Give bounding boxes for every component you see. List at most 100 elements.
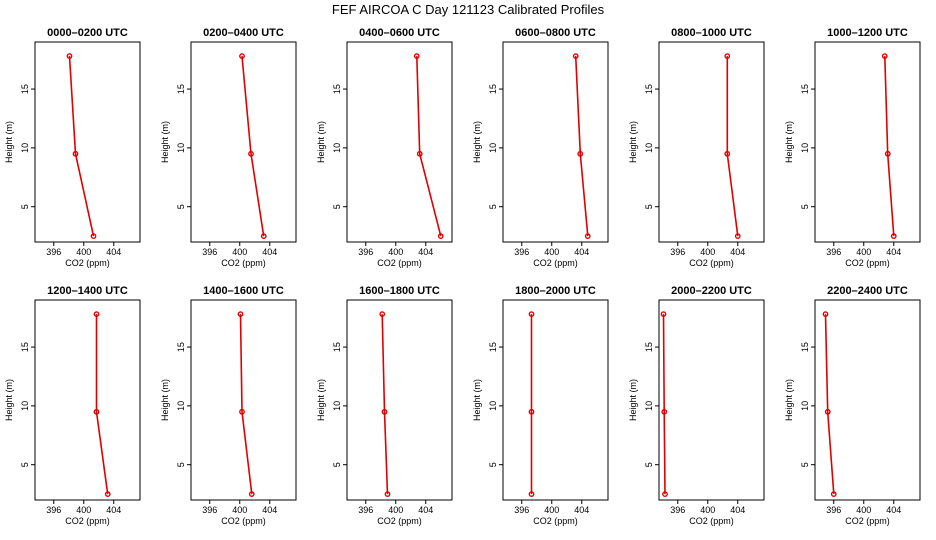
x-tick-label: 404 — [886, 505, 901, 515]
x-tick-label: 404 — [106, 247, 121, 257]
y-tick-label: 15 — [644, 84, 654, 94]
x-tick-label: 400 — [388, 247, 403, 257]
y-tick-label: 10 — [488, 143, 498, 153]
data-point — [881, 53, 888, 60]
x-tick-label: 396 — [514, 247, 529, 257]
x-tick-label: 396 — [514, 505, 529, 515]
panel-title: 0200–0400 UTC — [203, 27, 284, 39]
x-tick-label: 404 — [574, 505, 589, 515]
data-point — [90, 233, 97, 240]
y-axis-label: Height (m) — [472, 379, 482, 421]
panel: 1400–1600 UTC 396 400 404 5 10 15 CO2 (ppm) Heig… — [160, 285, 297, 526]
profile-line — [726, 56, 739, 237]
y-tick-label: 10 — [488, 401, 498, 411]
panel: 1000–1200 UTC 396 400 404 5 10 15 CO2 (ppm) Heig… — [784, 27, 921, 268]
x-axis-label: CO2 (ppm) — [377, 258, 422, 268]
data-point — [572, 53, 579, 60]
x-tick-label: 400 — [544, 247, 559, 257]
x-tick-label: 396 — [358, 247, 373, 257]
data-point — [416, 150, 423, 157]
data-point — [66, 53, 73, 60]
data-point — [824, 408, 831, 415]
panel: 2200–2400 UTC 396 400 404 5 10 15 CO2 (ppm) Heig… — [784, 285, 921, 526]
y-axis-label: Height (m) — [160, 379, 170, 421]
panel-title: 0600–0800 UTC — [515, 27, 596, 39]
x-tick-label: 400 — [856, 505, 871, 515]
data-point — [379, 311, 386, 318]
y-axis-label: Height (m) — [784, 379, 794, 421]
data-point — [724, 53, 731, 60]
x-tick-label: 396 — [826, 505, 841, 515]
x-tick-label: 396 — [46, 247, 61, 257]
y-tick-label: 10 — [800, 143, 810, 153]
y-axis-label: Height (m) — [628, 379, 638, 421]
panel: 0400–0600 UTC 396 400 404 5 10 15 CO2 (ppm) Heig… — [316, 27, 453, 268]
y-tick-label: 15 — [176, 342, 186, 352]
x-axis-label: CO2 (ppm) — [65, 258, 110, 268]
panel-title: 1400–1600 UTC — [203, 285, 284, 297]
x-tick-label: 404 — [418, 247, 433, 257]
x-axis-label: CO2 (ppm) — [533, 516, 578, 526]
y-tick-label: 5 — [332, 204, 342, 209]
x-tick-label: 396 — [826, 247, 841, 257]
plot-frame — [34, 299, 141, 501]
data-point — [72, 150, 79, 157]
y-tick-label: 15 — [332, 84, 342, 94]
data-point — [661, 408, 668, 415]
x-axis-label: CO2 (ppm) — [689, 258, 734, 268]
y-tick-label: 10 — [20, 401, 30, 411]
plot-frame — [190, 41, 297, 243]
x-tick-label: 396 — [358, 505, 373, 515]
x-tick-label: 404 — [886, 247, 901, 257]
profile-line — [68, 56, 95, 237]
x-axis-label: CO2 (ppm) — [65, 516, 110, 526]
x-tick-label: 400 — [76, 505, 91, 515]
data-point — [239, 408, 245, 415]
profile-line — [381, 314, 389, 495]
x-axis-label: CO2 (ppm) — [845, 258, 890, 268]
profile-line — [884, 56, 895, 237]
panel-title: 1200–1400 UTC — [47, 285, 128, 297]
data-point — [822, 311, 829, 318]
x-tick-label: 404 — [262, 505, 277, 515]
panel: 1200–1400 UTC 396 400 404 5 10 15 CO2 (ppm) Heig… — [4, 285, 141, 526]
x-tick-label: 404 — [262, 247, 277, 257]
x-tick-label: 400 — [544, 505, 559, 515]
y-tick-label: 10 — [800, 401, 810, 411]
profile-line — [239, 314, 253, 495]
data-point — [884, 150, 891, 157]
data-point — [890, 233, 897, 240]
data-point — [93, 408, 100, 415]
y-tick-label: 15 — [488, 84, 498, 94]
panel-title: 2000–2200 UTC — [671, 285, 752, 297]
plot-frame — [346, 41, 453, 243]
panel-title: 1600–1800 UTC — [359, 285, 440, 297]
profile-line — [416, 56, 442, 237]
y-tick-label: 15 — [800, 342, 810, 352]
x-tick-label: 400 — [700, 505, 715, 515]
y-tick-label: 15 — [644, 342, 654, 352]
data-point — [93, 311, 100, 318]
y-tick-label: 5 — [332, 462, 342, 467]
data-point — [662, 491, 668, 498]
y-tick-label: 5 — [20, 462, 30, 467]
x-tick-label: 400 — [856, 247, 871, 257]
y-tick-label: 5 — [488, 204, 498, 209]
data-point — [384, 491, 391, 498]
y-axis-label: Height (m) — [4, 379, 14, 421]
y-axis-label: Height (m) — [316, 121, 326, 163]
y-tick-label: 15 — [20, 84, 30, 94]
data-point — [528, 311, 535, 318]
data-point — [734, 233, 741, 240]
profile-line — [824, 314, 835, 495]
x-tick-label: 404 — [730, 505, 745, 515]
x-tick-label: 396 — [670, 247, 685, 257]
profile-panels: 0000–0200 UTC 396 400 404 5 10 15 CO2 (ppm) Heig… — [4, 27, 921, 526]
data-point — [248, 150, 254, 157]
plot-frame — [814, 41, 921, 243]
data-point — [248, 491, 255, 498]
y-axis-label: Height (m) — [316, 379, 326, 421]
panel: 1600–1800 UTC 396 400 404 5 10 15 CO2 (ppm) Heig… — [316, 285, 453, 526]
data-point — [237, 311, 244, 318]
